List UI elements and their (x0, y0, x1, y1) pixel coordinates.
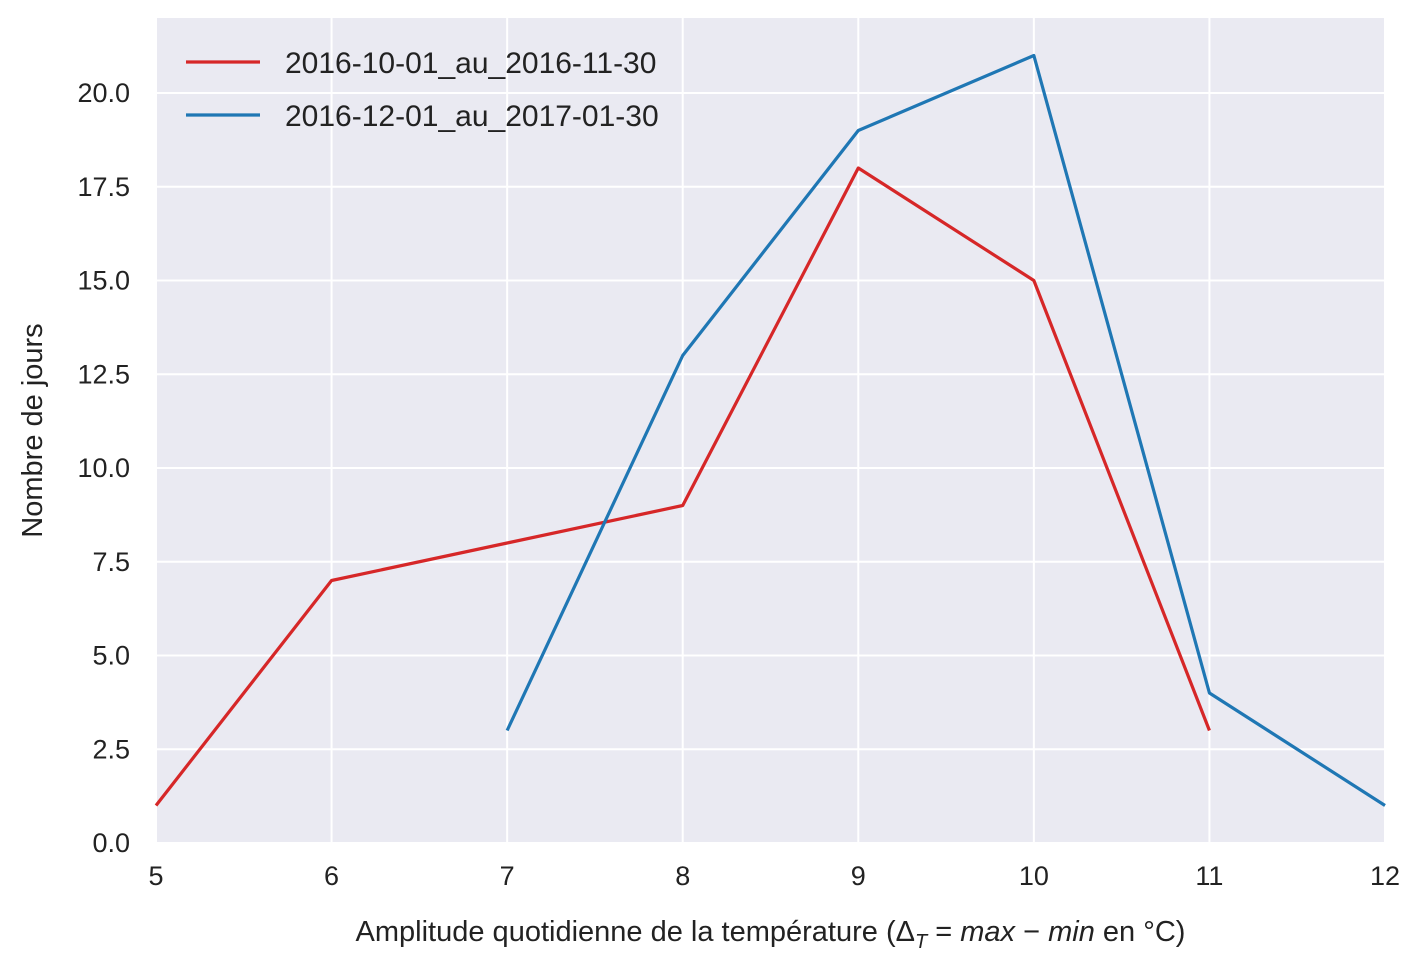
y-tick-label: 2.5 (92, 734, 130, 764)
y-tick-label: 12.5 (77, 359, 130, 389)
y-tick-label: 7.5 (92, 547, 130, 577)
x-tick-label: 9 (851, 861, 866, 891)
x-tick-label: 11 (1195, 861, 1223, 891)
x-tick-label: 6 (324, 861, 339, 891)
x-axis-ticks: 5 6 7 8 9 10 11 12 (148, 861, 1400, 891)
legend-label: 2016-12-01_au_2017-01-30 (285, 100, 659, 133)
y-tick-label: 15.0 (77, 266, 130, 296)
plot-area (156, 18, 1385, 843)
x-axis-label: Amplitude quotidienne de la température … (356, 916, 1186, 953)
x-tick-label: 8 (675, 861, 690, 891)
y-tick-label: 10.0 (77, 453, 130, 483)
y-tick-label: 5.0 (92, 641, 130, 671)
x-tick-label: 10 (1019, 861, 1049, 891)
x-tick-label: 12 (1370, 861, 1400, 891)
x-tick-label: 5 (148, 861, 163, 891)
y-axis-label: Nombre de jours (17, 323, 49, 537)
y-tick-label: 0.0 (92, 828, 130, 858)
y-tick-label: 17.5 (77, 172, 130, 202)
y-axis-ticks: 0.0 2.5 5.0 7.5 10.0 12.5 15.0 17.5 20.0 (77, 78, 130, 858)
legend-label: 2016-10-01_au_2016-11-30 (285, 47, 656, 80)
y-tick-label: 20.0 (77, 78, 130, 108)
x-tick-label: 7 (500, 861, 515, 891)
